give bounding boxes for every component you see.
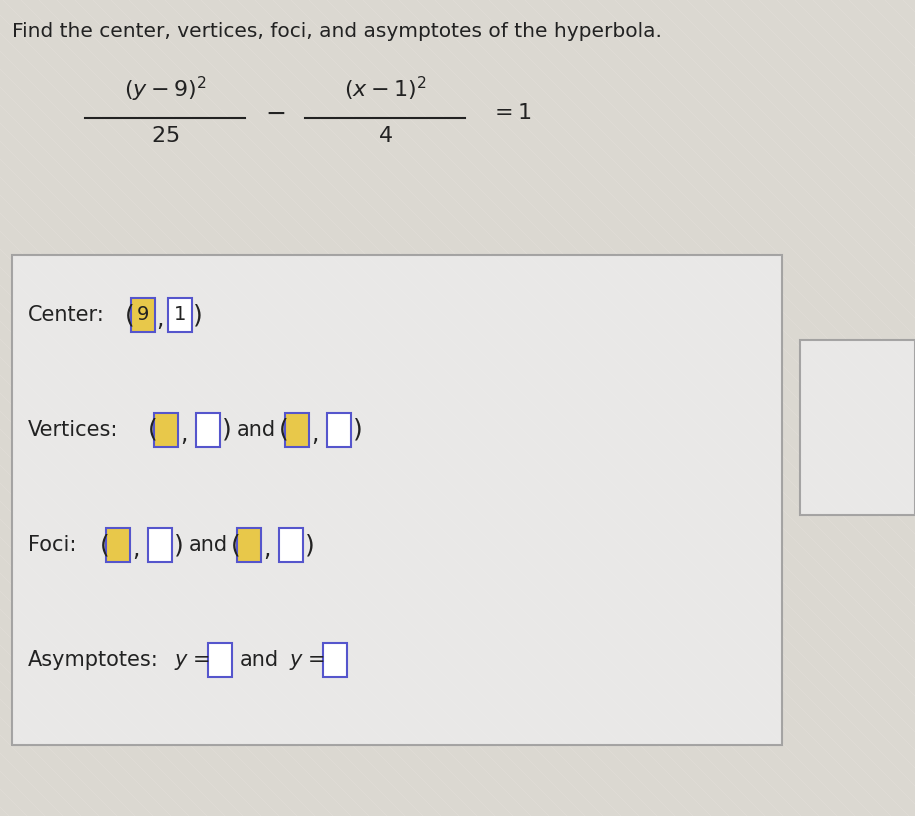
Text: $4$: $4$ [378,126,393,146]
Text: and: and [240,650,279,670]
Text: ): ) [305,533,315,557]
FancyBboxPatch shape [154,413,178,447]
Text: (: ( [125,303,135,327]
Text: $(x-1)^2$: $(x-1)^2$ [344,75,426,103]
Text: (: ( [148,418,157,442]
Text: ): ) [193,303,203,327]
FancyBboxPatch shape [131,298,155,332]
Text: ): ) [353,418,362,442]
Text: Vertices:: Vertices: [28,420,118,440]
Text: $-$: $-$ [264,101,285,125]
Text: (: ( [279,418,289,442]
Text: ,: , [156,307,164,331]
FancyBboxPatch shape [12,255,782,745]
Text: ,: , [180,422,188,446]
Text: y =: y = [175,650,211,670]
FancyBboxPatch shape [106,528,130,562]
Text: (: ( [100,533,110,557]
Text: ): ) [174,533,184,557]
FancyBboxPatch shape [279,528,303,562]
Text: (: ( [231,533,241,557]
FancyBboxPatch shape [208,643,232,677]
Text: $(y-9)^2$: $(y-9)^2$ [124,75,206,104]
Text: ,: , [132,537,139,561]
FancyBboxPatch shape [196,413,220,447]
FancyBboxPatch shape [327,413,351,447]
FancyBboxPatch shape [237,528,261,562]
Text: ,: , [263,537,270,561]
FancyBboxPatch shape [168,298,192,332]
Text: y =: y = [290,650,327,670]
Text: Find the center, vertices, foci, and asymptotes of the hyperbola.: Find the center, vertices, foci, and asy… [12,22,662,41]
Text: and: and [189,535,228,555]
Text: ,: , [311,422,318,446]
FancyBboxPatch shape [800,340,915,515]
Text: 9: 9 [137,305,149,325]
Text: 1: 1 [174,305,186,325]
Text: $25$: $25$ [151,126,179,146]
Text: Foci:: Foci: [28,535,76,555]
Text: $= 1$: $= 1$ [490,103,532,123]
Text: Center:: Center: [28,305,104,325]
Text: and: and [237,420,276,440]
FancyBboxPatch shape [285,413,309,447]
FancyBboxPatch shape [323,643,347,677]
Text: ): ) [222,418,231,442]
Text: Asymptotes:: Asymptotes: [28,650,158,670]
FancyBboxPatch shape [148,528,172,562]
